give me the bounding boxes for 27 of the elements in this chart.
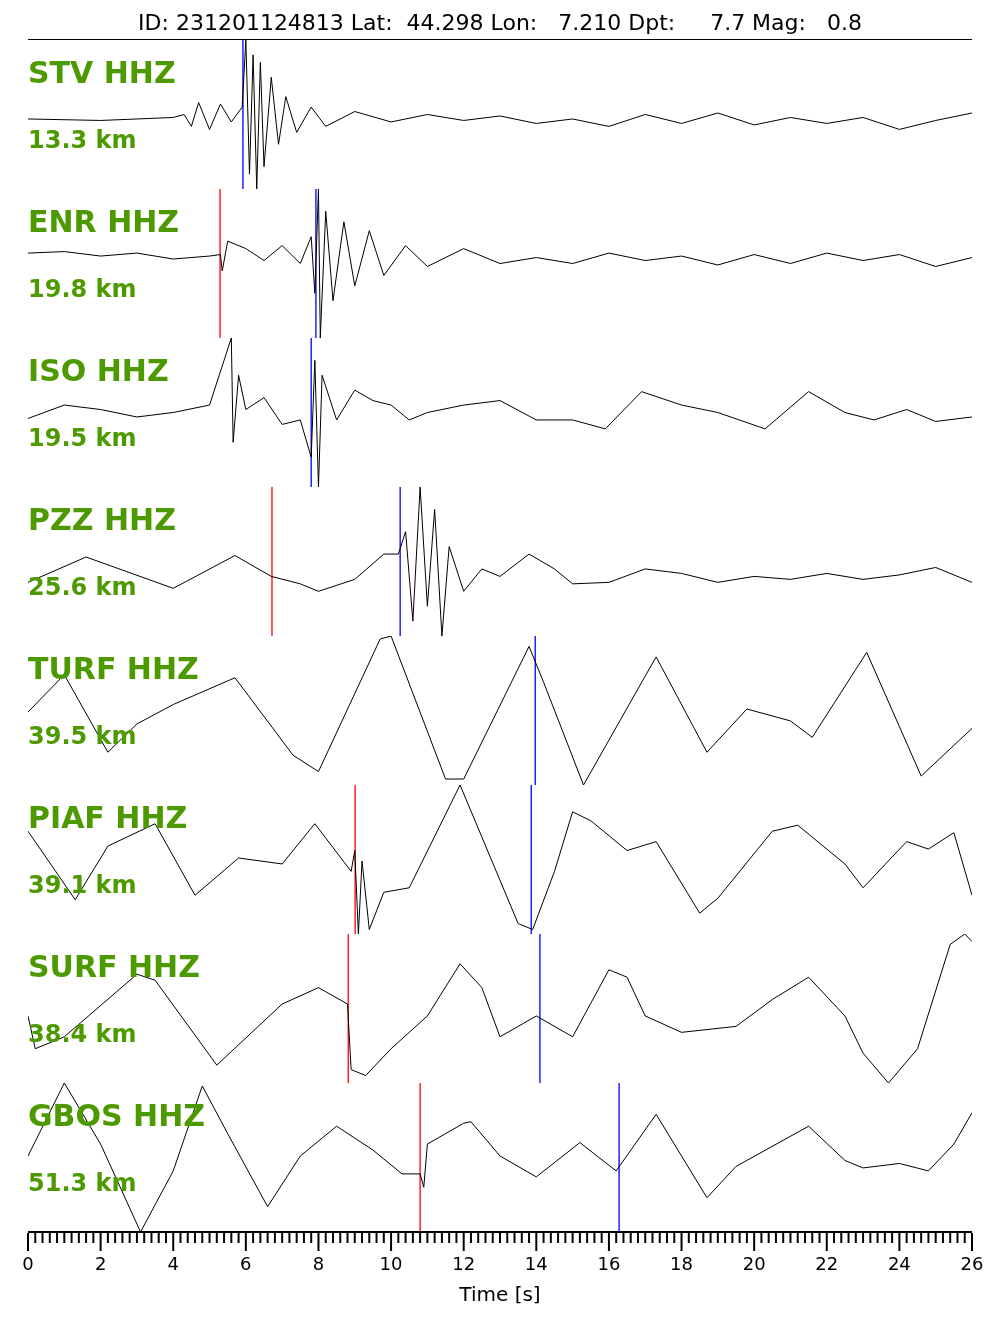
x-tick-label: 12 (452, 1253, 476, 1274)
x-tick-label: 22 (815, 1253, 839, 1274)
x-tick-label: 26 (960, 1253, 984, 1274)
x-tick-label: 20 (742, 1253, 766, 1274)
x-tick-label: 18 (670, 1253, 693, 1274)
x-tick-label: 8 (312, 1253, 325, 1274)
annotation: TURF HHZ (28, 651, 199, 686)
annotation: ISO HHZ (28, 353, 169, 388)
annotation: 19.8 km (28, 275, 137, 303)
x-tick-label: 0 (22, 1253, 34, 1274)
x-tick-label: 6 (240, 1253, 252, 1274)
chart-title: ID: 231201124813 Lat: 44.298 Lon: 7.210 Dpt: 7.7 Mag: 0.8 (28, 8, 972, 40)
x-tick-label: 24 (887, 1253, 911, 1274)
annotation: 19.5 km (28, 424, 137, 452)
annotation: PIAF HHZ (28, 800, 188, 835)
x-tick-label: 2 (94, 1253, 107, 1274)
x-tick-label: 14 (524, 1253, 548, 1274)
x-tick-label: 4 (167, 1253, 179, 1274)
annotation: ENR HHZ (28, 204, 180, 239)
annotation: 13.3 km (28, 126, 137, 154)
annotation: SURF HHZ (28, 949, 200, 984)
annotation: 25.6 km (28, 573, 137, 601)
x-tick-label: 10 (379, 1253, 403, 1274)
annotation: STV HHZ (28, 55, 176, 90)
annotation: PZZ HHZ (28, 502, 176, 537)
x-axis-title: Time [s] (458, 1282, 542, 1306)
x-tick-label: 16 (597, 1253, 621, 1274)
